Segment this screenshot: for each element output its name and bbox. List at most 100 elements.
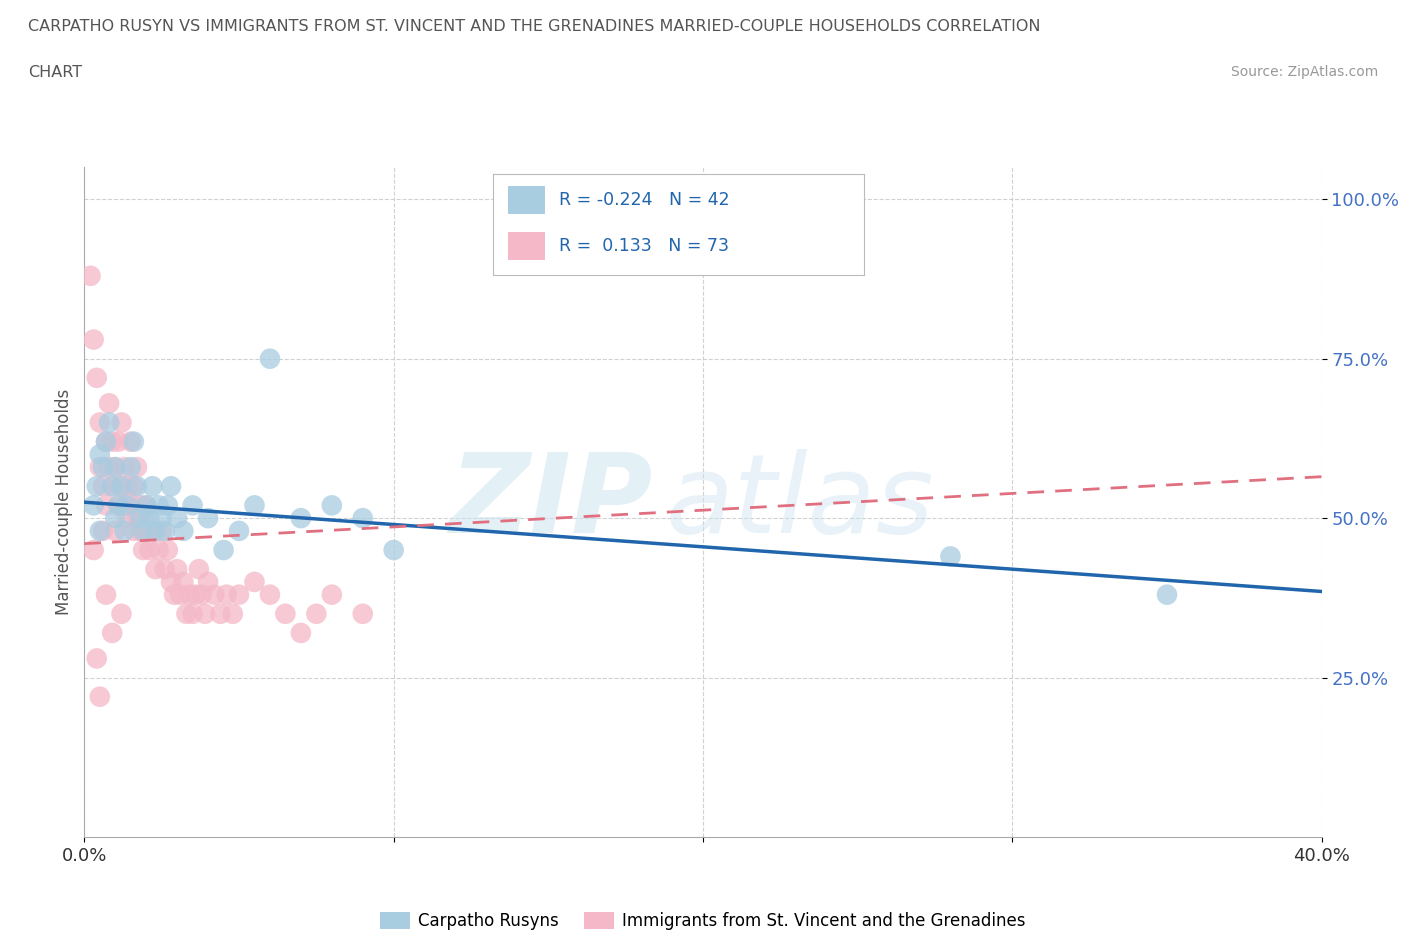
Text: Source: ZipAtlas.com: Source: ZipAtlas.com bbox=[1230, 65, 1378, 79]
Point bbox=[172, 575, 194, 590]
Text: atlas: atlas bbox=[666, 448, 935, 556]
Point bbox=[197, 511, 219, 525]
Point bbox=[243, 498, 266, 512]
Point bbox=[91, 479, 114, 494]
Point bbox=[83, 332, 105, 347]
Point bbox=[160, 479, 183, 494]
Point bbox=[122, 479, 145, 494]
Point bbox=[89, 524, 111, 538]
Point bbox=[166, 511, 188, 525]
Point bbox=[138, 511, 160, 525]
Point bbox=[114, 524, 136, 538]
Point bbox=[104, 511, 127, 525]
Text: CHART: CHART bbox=[28, 65, 82, 80]
Point bbox=[259, 352, 281, 366]
Point bbox=[153, 524, 176, 538]
Point bbox=[222, 606, 245, 621]
Point bbox=[145, 562, 167, 577]
Point bbox=[135, 498, 157, 512]
Point bbox=[197, 575, 219, 590]
Point bbox=[135, 498, 157, 512]
Point bbox=[122, 434, 145, 449]
Point bbox=[101, 434, 124, 449]
Point bbox=[321, 587, 343, 602]
Point bbox=[110, 606, 132, 621]
Point bbox=[98, 415, 121, 430]
Point bbox=[179, 587, 201, 602]
Point bbox=[122, 524, 145, 538]
Point bbox=[89, 459, 111, 474]
Point bbox=[228, 524, 250, 538]
Point bbox=[91, 459, 114, 474]
Point bbox=[86, 370, 108, 385]
Point bbox=[89, 447, 111, 462]
Text: ZIP: ZIP bbox=[450, 448, 654, 556]
Point bbox=[145, 524, 167, 538]
Point bbox=[129, 511, 152, 525]
Legend: Carpatho Rusyns, Immigrants from St. Vincent and the Grenadines: Carpatho Rusyns, Immigrants from St. Vin… bbox=[374, 906, 1032, 930]
Point bbox=[352, 606, 374, 621]
Point bbox=[86, 479, 108, 494]
Point bbox=[91, 524, 114, 538]
Point bbox=[104, 524, 127, 538]
Point bbox=[148, 542, 170, 557]
Point bbox=[101, 626, 124, 641]
Point bbox=[187, 562, 209, 577]
Point bbox=[98, 396, 121, 411]
Point bbox=[191, 587, 214, 602]
Point bbox=[107, 498, 129, 512]
Point bbox=[141, 524, 163, 538]
Y-axis label: Married-couple Households: Married-couple Households bbox=[55, 389, 73, 616]
Point bbox=[114, 498, 136, 512]
Point bbox=[132, 542, 155, 557]
Point bbox=[150, 511, 173, 525]
Point bbox=[117, 498, 139, 512]
Point bbox=[104, 459, 127, 474]
Point bbox=[79, 269, 101, 284]
Point bbox=[101, 479, 124, 494]
Point bbox=[163, 587, 186, 602]
Point bbox=[117, 479, 139, 494]
Point bbox=[94, 587, 117, 602]
Point bbox=[98, 459, 121, 474]
Point bbox=[117, 511, 139, 525]
Point bbox=[120, 459, 142, 474]
Point bbox=[939, 549, 962, 564]
Point bbox=[382, 542, 405, 557]
Point bbox=[110, 479, 132, 494]
Point bbox=[89, 415, 111, 430]
Point bbox=[94, 434, 117, 449]
Point bbox=[172, 524, 194, 538]
Point bbox=[228, 587, 250, 602]
Point bbox=[352, 511, 374, 525]
Point bbox=[305, 606, 328, 621]
Text: CARPATHO RUSYN VS IMMIGRANTS FROM ST. VINCENT AND THE GRENADINES MARRIED-COUPLE : CARPATHO RUSYN VS IMMIGRANTS FROM ST. VI… bbox=[28, 19, 1040, 33]
Point bbox=[141, 479, 163, 494]
Point bbox=[104, 459, 127, 474]
Point bbox=[160, 575, 183, 590]
Point bbox=[83, 542, 105, 557]
Point bbox=[321, 498, 343, 512]
Point bbox=[83, 498, 105, 512]
Point bbox=[86, 651, 108, 666]
Point bbox=[166, 562, 188, 577]
Point bbox=[243, 575, 266, 590]
Point bbox=[135, 524, 157, 538]
Point bbox=[132, 511, 155, 525]
Point bbox=[110, 415, 132, 430]
Point bbox=[94, 498, 117, 512]
Point bbox=[184, 587, 207, 602]
Point bbox=[125, 459, 148, 474]
Point bbox=[215, 587, 238, 602]
Point bbox=[156, 542, 179, 557]
Point bbox=[138, 542, 160, 557]
Point bbox=[181, 498, 204, 512]
Point bbox=[89, 689, 111, 704]
Point bbox=[176, 606, 198, 621]
Point bbox=[129, 524, 152, 538]
Point bbox=[148, 498, 170, 512]
Point bbox=[1156, 587, 1178, 602]
Point bbox=[94, 434, 117, 449]
Point bbox=[101, 479, 124, 494]
Point bbox=[125, 511, 148, 525]
